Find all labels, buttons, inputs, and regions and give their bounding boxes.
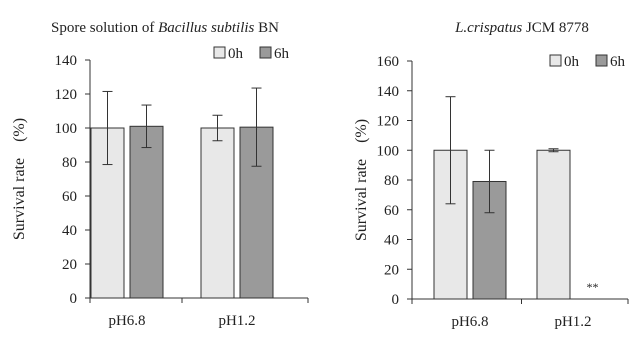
y-tick-label: 140 [377, 84, 400, 100]
significance-mark: ** [587, 280, 599, 294]
title-part-1: Bacillus subtilis [158, 20, 254, 36]
y-tick-label: 160 [377, 54, 400, 70]
y-tick-label: 120 [377, 114, 400, 130]
legend-label: 0h [564, 54, 580, 70]
y-tick-label: 20 [384, 262, 399, 278]
x-tick-label: pH1.2 [218, 313, 255, 329]
y-axis-label: Survival rate (%) [353, 119, 370, 241]
y-tick-label: 100 [377, 143, 400, 159]
legend-label: 0h [228, 46, 244, 62]
y-tick-label: 40 [384, 233, 399, 249]
y-tick-label: 0 [392, 292, 400, 308]
title-part-0: L.crispatus [454, 20, 522, 36]
chart-2: L.crispatus JCM 8778 0 20 40 60 80 100 120 140 16… [353, 20, 629, 330]
y-axis-label: Survival rate (%) [11, 118, 28, 240]
y-tick-label: 80 [384, 173, 399, 189]
y-tick-label: 140 [55, 53, 78, 69]
legend-label: 6h [610, 54, 626, 70]
bar-0h-pH6.8 [90, 127, 125, 299]
legend-swatch [259, 46, 272, 59]
legend-swatch [213, 46, 226, 59]
bar-6h-pH6.8 [129, 125, 164, 299]
y-tick-label: 120 [55, 87, 78, 103]
bar-0h-pH1.2 [200, 127, 235, 299]
title-part-2: BN [254, 20, 279, 36]
chart-title: Spore solution of Bacillus subtilis BN [51, 20, 279, 36]
x-tick-label: pH1.2 [554, 314, 591, 330]
y-tick-label: 100 [55, 121, 78, 137]
bar-0h-pH1.2 [536, 149, 571, 300]
chart-1: Spore solution of Bacillus subtilis BN 0 2… [11, 20, 309, 329]
y-tick-label: 20 [62, 257, 77, 273]
y-tick-label: 80 [62, 155, 77, 171]
x-tick-label: pH6.8 [108, 313, 145, 329]
title-part-0: Spore solution of [51, 20, 158, 36]
chart-title: L.crispatus JCM 8778 [454, 20, 589, 36]
legend-label: 6h [274, 46, 290, 62]
y-tick-label: 60 [62, 189, 77, 205]
y-tick-label: 0 [70, 291, 78, 307]
title-part-1: JCM 8778 [522, 20, 589, 36]
y-tick-label: 40 [62, 223, 77, 239]
legend-swatch [595, 54, 608, 67]
legend-swatch [549, 54, 562, 67]
y-tick-label: 60 [384, 203, 399, 219]
x-tick-label: pH6.8 [451, 314, 488, 330]
